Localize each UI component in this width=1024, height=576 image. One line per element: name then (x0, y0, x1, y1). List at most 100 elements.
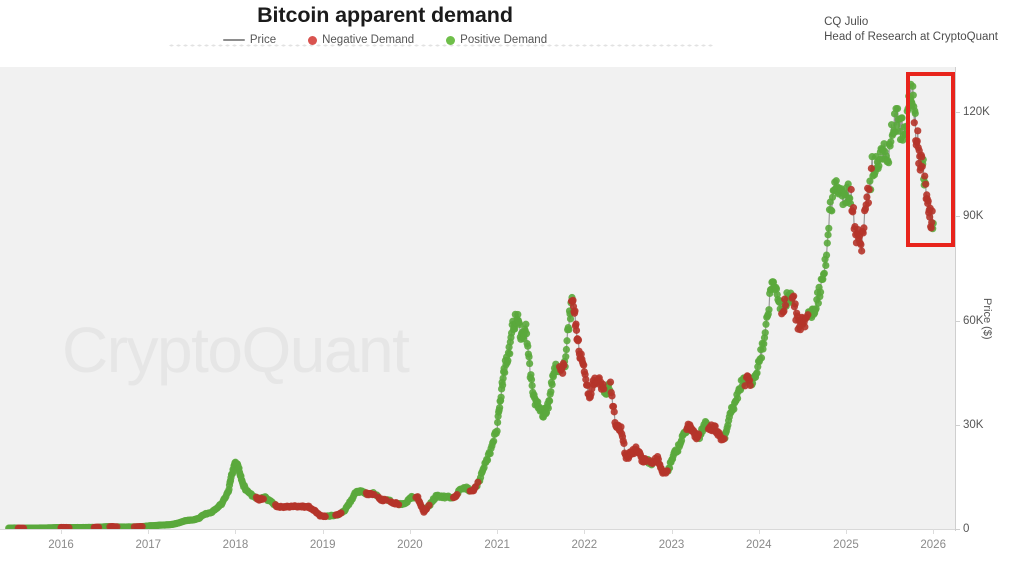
data-point (922, 180, 930, 188)
data-point (563, 337, 571, 345)
data-point (522, 330, 531, 338)
data-point (928, 218, 936, 227)
data-point (606, 378, 615, 386)
data-point (921, 172, 929, 180)
x-tick-label: 2023 (658, 539, 685, 551)
data-point (828, 193, 837, 201)
data-point (753, 369, 761, 377)
data-point (494, 418, 502, 427)
y-tick-mark (955, 216, 960, 218)
data-point (860, 224, 868, 232)
data-point (547, 388, 555, 396)
data-point (757, 354, 766, 362)
x-tick-label: 2026 (920, 539, 946, 551)
data-point (525, 353, 533, 361)
x-tick-mark (235, 529, 237, 534)
y-tick-mark (955, 424, 960, 426)
data-point (425, 501, 433, 509)
data-point (526, 359, 534, 368)
data-point (528, 381, 536, 390)
data-point (138, 522, 146, 529)
data-point (695, 430, 703, 438)
data-point (514, 310, 522, 319)
data-point (600, 385, 608, 393)
y-tick-label: 90K (963, 210, 984, 223)
y-tick-label: 120K (963, 106, 990, 119)
data-point (895, 127, 903, 135)
data-point (780, 307, 788, 315)
data-point (823, 239, 831, 247)
negative-demand-points (14, 119, 936, 529)
y-tick-mark (955, 320, 960, 322)
data-point (924, 197, 932, 205)
data-point (560, 361, 568, 370)
data-point (849, 204, 858, 212)
data-point (804, 311, 812, 319)
data-point (524, 342, 532, 350)
data-point (566, 315, 575, 323)
data-point (898, 114, 906, 122)
x-tick-mark (758, 529, 760, 534)
data-point (910, 119, 918, 127)
x-tick-mark (409, 529, 411, 534)
legend-dot-artifact (168, 44, 713, 47)
data-point (863, 193, 871, 201)
data-point (781, 301, 790, 309)
x-tick-label: 2025 (833, 539, 859, 551)
legend-label-positive-demand: Positive Demand (460, 34, 548, 46)
data-point (790, 292, 798, 300)
legend-item-positive-demand[interactable]: Positive Demand (446, 34, 547, 46)
data-point (801, 323, 809, 331)
y-axis-line (955, 67, 956, 531)
data-point (781, 295, 789, 303)
data-point (733, 394, 742, 402)
data-point (761, 329, 769, 337)
data-point (824, 231, 832, 239)
data-point (516, 320, 524, 329)
negative-demand-dot-icon (308, 35, 318, 45)
data-point (847, 185, 855, 194)
data-point (828, 207, 836, 215)
legend-item-price[interactable]: Price (222, 34, 276, 46)
data-point (522, 320, 530, 328)
data-point (497, 393, 505, 401)
x-tick-label: 2019 (309, 539, 336, 551)
x-axis-line (0, 529, 956, 530)
data-point (902, 122, 911, 130)
data-point (608, 392, 616, 400)
data-point (720, 435, 728, 443)
data-point (337, 509, 345, 517)
data-point (620, 439, 628, 448)
data-point (259, 495, 267, 503)
data-point (572, 320, 580, 328)
data-point (741, 382, 749, 390)
data-point (113, 523, 121, 529)
data-point (496, 404, 504, 412)
data-point (887, 121, 896, 129)
data-point (880, 140, 888, 148)
data-point (893, 104, 902, 113)
data-point (820, 269, 828, 277)
author-name: CQ Julio (824, 16, 869, 28)
data-point (548, 381, 556, 389)
data-point (483, 456, 492, 464)
data-point (545, 397, 554, 405)
x-tick-mark (322, 529, 324, 534)
x-tick-label: 2018 (222, 539, 249, 551)
y-tick-label: 0 (963, 523, 970, 535)
plot-area[interactable]: CryptoQuant (0, 67, 955, 529)
data-point (474, 478, 482, 486)
data-point (814, 299, 822, 307)
x-tick-label: 2016 (48, 539, 74, 551)
data-point (909, 91, 917, 99)
data-point (887, 138, 895, 146)
price-line-swatch-icon (222, 39, 245, 41)
data-point (816, 288, 825, 296)
legend-item-negative-demand[interactable]: Negative Demand (308, 34, 414, 46)
x-tick-mark (845, 529, 847, 534)
data-point (909, 82, 917, 90)
x-tick-label: 2024 (745, 539, 772, 551)
data-point (580, 361, 588, 369)
page-title: Bitcoin apparent demand (257, 3, 513, 27)
